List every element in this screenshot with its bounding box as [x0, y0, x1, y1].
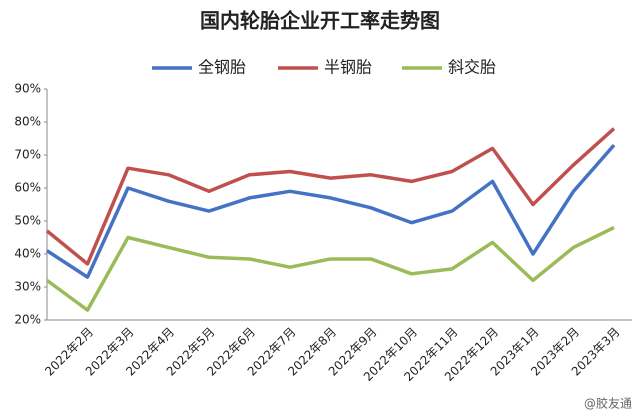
legend-label: 全钢胎	[198, 58, 246, 77]
y-tick-label: 50%	[14, 214, 41, 228]
watermark: @胶友通	[584, 396, 632, 411]
y-tick-label: 40%	[14, 247, 41, 261]
legend-label: 半钢胎	[324, 58, 372, 77]
y-tick-label: 60%	[14, 181, 41, 195]
chart-title: 国内轮胎企业开工率走势图	[200, 9, 440, 33]
legend-label: 斜交胎	[448, 58, 496, 77]
y-tick-label: 80%	[14, 115, 41, 129]
series-line	[45, 127, 616, 266]
y-tick-label: 70%	[14, 148, 41, 162]
y-tick-label: 30%	[14, 280, 41, 294]
y-tick-label: 20%	[14, 313, 41, 327]
y-tick-label: 90%	[14, 82, 41, 96]
series-line	[46, 143, 616, 279]
series-line	[45, 226, 615, 312]
